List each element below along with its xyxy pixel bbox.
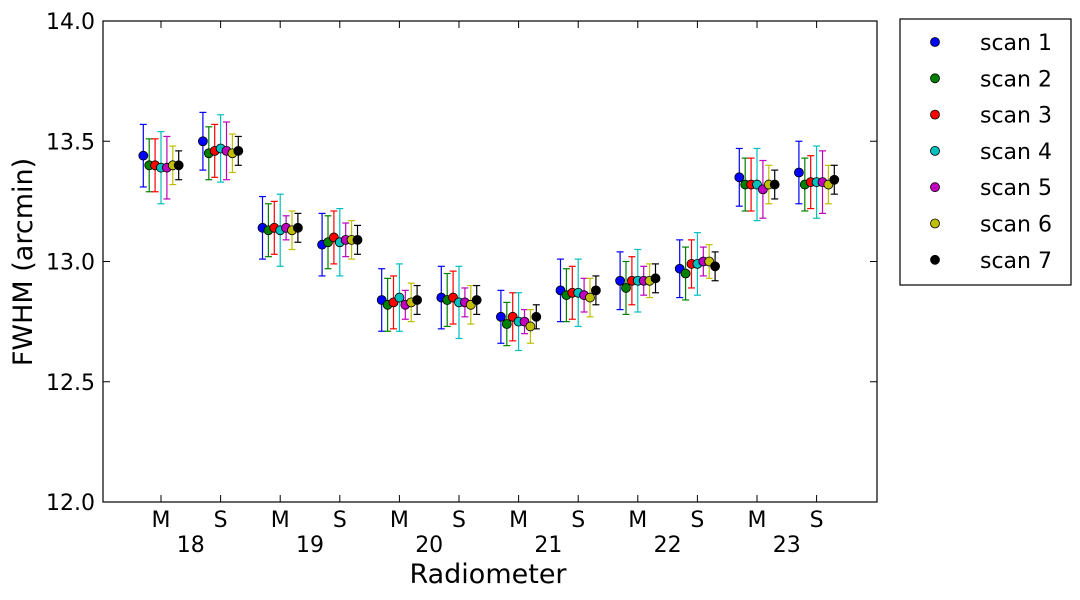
data-point (495, 311, 506, 322)
data-point (734, 172, 745, 183)
legend-marker (930, 218, 940, 229)
legend-label: scan 3 (980, 104, 1052, 129)
x-tick-label: S (690, 508, 704, 533)
data-point (650, 273, 661, 284)
x-axis-title: Radiometer (409, 559, 567, 590)
x-tick-label: M (628, 508, 647, 533)
legend-label: scan 6 (980, 213, 1052, 238)
x-group-label: 20 (415, 533, 443, 558)
y-axis-title: FWHM (arcmin) (8, 158, 39, 366)
data-point (769, 179, 780, 190)
data-point (615, 275, 625, 286)
data-point (829, 174, 840, 185)
data-point (197, 136, 208, 147)
legend-marker (930, 145, 940, 156)
plot-area (103, 21, 877, 502)
data-point (471, 295, 482, 305)
x-tick-label: S (214, 508, 228, 533)
data-point (591, 285, 601, 296)
legend-marker (930, 73, 940, 84)
data-point (292, 222, 303, 233)
legend: scan 1 scan 2 scan 3 scan 4 scan 5 scan 6 scan… (899, 18, 1072, 286)
data-point (680, 268, 691, 279)
legend-label: scan 5 (980, 176, 1052, 201)
legend-marker (930, 37, 940, 47)
x-group-label: 21 (534, 533, 562, 558)
legend-marker (930, 182, 940, 193)
data-point (501, 319, 512, 329)
x-axis-ticks: M S M S M S M S M S M S 18 19 20 21 22 23 (152, 21, 824, 558)
legend-marker (930, 109, 940, 120)
x-tick-label: S (810, 508, 824, 533)
legend-label: scan 7 (980, 249, 1052, 274)
legend-label: scan 4 (980, 140, 1052, 165)
data-point (394, 292, 405, 303)
x-tick-label: M (271, 508, 290, 533)
data-point (710, 261, 720, 272)
legend-label: scan 1 (980, 31, 1052, 56)
x-tick-label: M (509, 508, 528, 533)
data-point (233, 145, 244, 156)
data-point (585, 292, 595, 303)
y-tick-label: 12.5 (46, 371, 95, 396)
data-point (621, 283, 631, 293)
data-point (352, 234, 363, 245)
legend-label: scan 2 (980, 67, 1052, 92)
x-tick-label: M (748, 508, 767, 533)
x-tick-label: M (152, 508, 171, 533)
x-tick-label: M (390, 508, 409, 533)
data-point (173, 160, 184, 171)
data-points (138, 136, 840, 332)
data-point (138, 150, 149, 161)
x-tick-label: S (571, 508, 585, 533)
x-group-label: 19 (296, 533, 324, 558)
y-axis-ticks: 12.0 12.5 13.0 13.5 14.0 (46, 10, 877, 516)
data-point (412, 295, 423, 305)
y-tick-label: 13.0 (46, 251, 95, 276)
x-group-label: 22 (654, 533, 682, 558)
x-group-label: 23 (773, 533, 801, 558)
data-point (794, 167, 804, 178)
legend-box (899, 18, 1072, 286)
y-tick-label: 12.0 (46, 491, 95, 516)
legend-marker (930, 254, 940, 265)
y-tick-label: 14.0 (46, 10, 95, 35)
x-tick-label: S (333, 508, 347, 533)
x-tick-label: S (452, 508, 466, 533)
x-group-label: 18 (177, 533, 205, 558)
data-point (525, 321, 536, 332)
y-tick-label: 13.5 (46, 130, 95, 155)
data-point (531, 311, 542, 322)
